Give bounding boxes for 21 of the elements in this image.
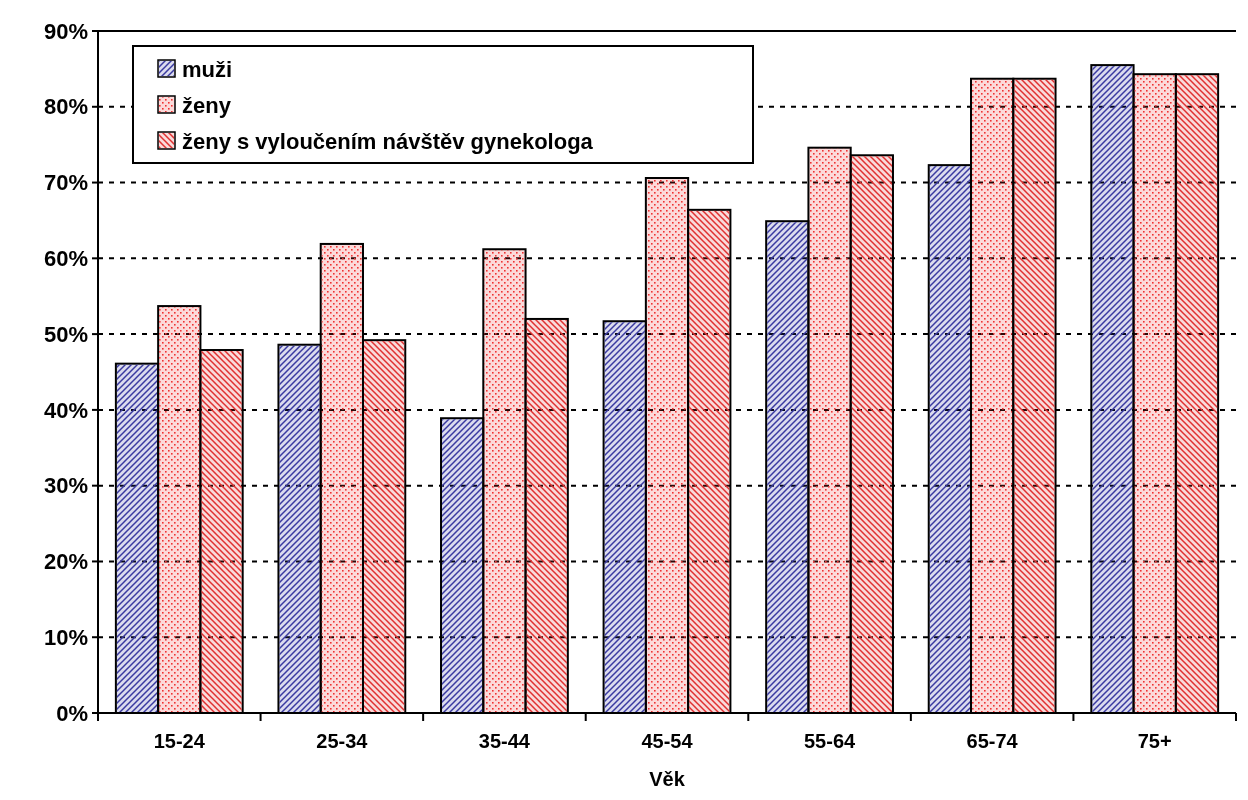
x-tick-label: 15-24: [153, 730, 206, 752]
y-tick-label: 80%: [43, 94, 88, 120]
y-tick-label: 30%: [43, 473, 88, 499]
y-tick-label: 20%: [43, 549, 88, 575]
x-tick-label: 65-74: [966, 730, 1019, 752]
legend-label: muži: [182, 56, 233, 82]
legend-label: ženy s vyloučením návštěv gynekologa: [182, 128, 594, 154]
y-tick-label: 90%: [43, 18, 88, 44]
legend-label: ženy: [182, 92, 232, 118]
y-tick-label: 60%: [43, 246, 88, 272]
y-tick-label: 50%: [43, 321, 88, 347]
x-tick-label: 35-44: [478, 730, 531, 752]
x-axis-title: Věk: [649, 768, 686, 790]
x-tick-label: 55-64: [803, 730, 857, 752]
y-tick-label: 10%: [43, 624, 88, 650]
x-tick-label: 25-34: [316, 730, 369, 752]
y-tick-label: 0%: [56, 700, 88, 726]
x-tick-label: 45-54: [641, 730, 694, 752]
y-tick-label: 40%: [43, 397, 88, 423]
y-tick-label: 70%: [43, 170, 88, 196]
x-tick-label: 75+: [1137, 730, 1172, 752]
